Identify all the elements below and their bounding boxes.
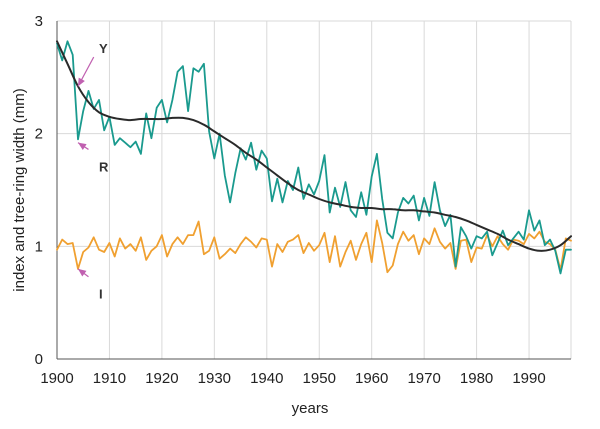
annotation-r: R	[77, 142, 109, 174]
x-axis-title: years	[292, 400, 329, 417]
annotation-arrow-head	[77, 268, 87, 277]
annotation-arrow-head	[77, 77, 85, 87]
annotation-arrow-head	[77, 142, 87, 150]
x-tick-label: 1980	[460, 370, 493, 387]
x-tick-label: 1900	[40, 370, 73, 387]
annotation-i: I	[77, 268, 103, 302]
x-tick-label: 1910	[93, 370, 126, 387]
series-line-i	[56, 219, 572, 274]
x-tick-label: 1960	[355, 370, 388, 387]
y-axis-title: index and tree-ring width (mm)	[11, 88, 28, 291]
series-line-r	[56, 40, 572, 252]
x-tick-label: 1920	[145, 370, 178, 387]
y-tick-label: 2	[35, 126, 43, 143]
x-tick-label: 1970	[407, 370, 440, 387]
y-tick-label: 1	[35, 238, 43, 255]
y-tick-labels: 0 1 2 3	[35, 13, 43, 368]
x-tick-label: 1950	[303, 370, 336, 387]
x-tick-label: 1930	[198, 370, 231, 387]
annotations: Y R I	[77, 41, 109, 302]
y-tick-label: 0	[35, 351, 43, 368]
y-tick-label: 3	[35, 13, 43, 30]
x-tick-label: 1990	[512, 370, 545, 387]
grid	[56, 20, 572, 360]
x-tick-label: 1940	[250, 370, 283, 387]
annotation-y: Y	[77, 41, 108, 87]
annotation-label: Y	[99, 41, 108, 56]
series-line-y	[56, 40, 572, 275]
annotation-label: R	[99, 159, 109, 174]
series-group	[56, 40, 572, 275]
annotation-label: I	[99, 287, 103, 302]
x-tick-labels: 1900 1910 1920 1930 1940 1950 1960 1970 1980 1990	[40, 370, 545, 387]
